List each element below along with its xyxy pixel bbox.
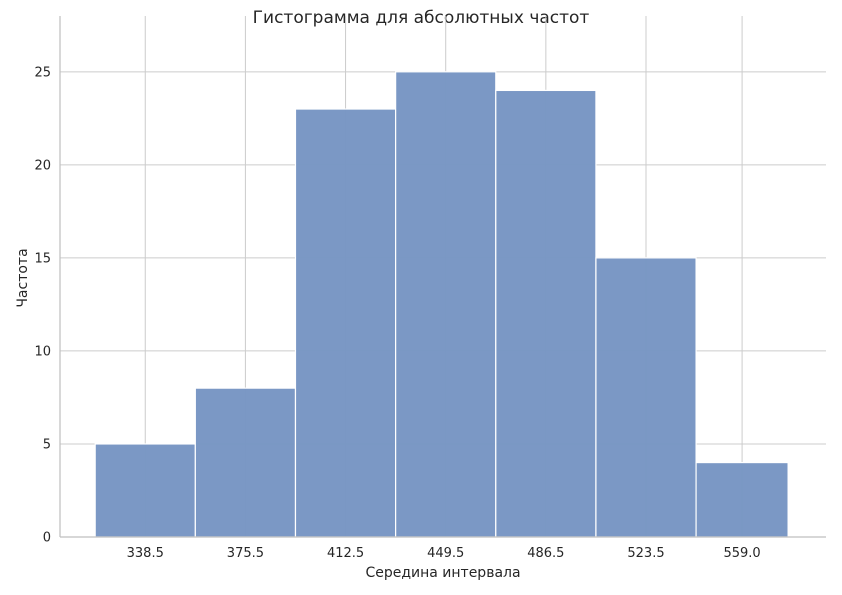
chart-title: Гистограмма для абсолютных частот	[252, 8, 590, 28]
y-axis-label: Частота	[15, 248, 31, 307]
y-tick-label: 10	[34, 344, 51, 359]
y-tick-label: 5	[43, 437, 51, 452]
bars-layer	[94, 71, 789, 538]
x-tick-label: 449.5	[427, 546, 464, 561]
y-tick-labels: 0 5 10 15 20 25	[34, 65, 51, 545]
histogram-bar	[395, 71, 497, 538]
x-tick-label: 338.5	[127, 546, 164, 561]
axes-layer	[59, 16, 826, 538]
x-tick-label: 559.0	[723, 546, 760, 561]
y-tick-label: 15	[34, 251, 51, 266]
x-axis-label: Середина интервала	[365, 565, 520, 581]
histogram-bar	[595, 257, 697, 538]
histogram-bar	[695, 461, 789, 538]
x-tick-labels: 338.5 375.5 412.5 449.5 486.5 523.5 559.0	[127, 546, 761, 561]
histogram-bar	[94, 443, 196, 538]
x-tick-label: 486.5	[527, 546, 564, 561]
y-tick-label: 0	[43, 531, 51, 546]
x-tick-label: 412.5	[327, 546, 364, 561]
y-tick-label: 20	[34, 158, 51, 173]
x-tick-label: 523.5	[627, 546, 664, 561]
histogram-bar	[294, 108, 397, 538]
y-tick-label: 25	[34, 65, 51, 80]
histogram-bar	[495, 89, 597, 538]
histogram-bar	[194, 387, 297, 538]
x-tick-label: 375.5	[227, 546, 264, 561]
